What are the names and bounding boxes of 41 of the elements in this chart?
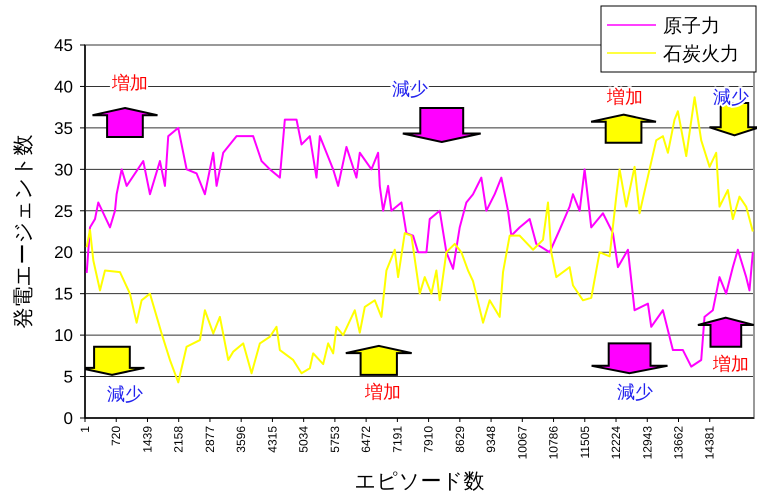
annotation: 減少 bbox=[107, 384, 143, 404]
annotation: 増加 bbox=[364, 382, 401, 402]
x-tick-label: 1 bbox=[78, 426, 92, 433]
x-tick-label: 14381 bbox=[702, 426, 717, 460]
x-tick-label: 2877 bbox=[202, 426, 217, 453]
x-tick-label: 720 bbox=[109, 426, 124, 446]
x-tick-label: 9348 bbox=[484, 426, 498, 453]
y-tick-label: 25 bbox=[54, 202, 73, 221]
x-tick-label: 8629 bbox=[452, 426, 467, 453]
x-tick-label: 10786 bbox=[546, 426, 561, 460]
x-tick-label: 13662 bbox=[671, 426, 686, 460]
y-tick-label: 40 bbox=[54, 77, 73, 96]
x-tick-label: 2158 bbox=[172, 426, 186, 453]
annotation: 増加 bbox=[606, 87, 643, 107]
x-tick-label: 6472 bbox=[359, 426, 374, 453]
legend-label: 原子力 bbox=[663, 16, 720, 37]
x-tick-label: 3596 bbox=[234, 426, 248, 453]
x-tick-label: 7191 bbox=[390, 426, 404, 453]
x-tick-label: 12224 bbox=[609, 426, 624, 460]
y-tick-label: 35 bbox=[54, 118, 73, 138]
x-tick-label: 4315 bbox=[265, 426, 280, 453]
annotation: 減少 bbox=[617, 382, 653, 402]
y-tick-label: 0 bbox=[64, 409, 73, 428]
y-axis-title: 発電エージェント数 bbox=[12, 134, 35, 328]
y-tick-label: 10 bbox=[54, 326, 73, 346]
x-axis-title: エピソード数 bbox=[354, 470, 484, 493]
x-tick-label: 12943 bbox=[640, 426, 654, 460]
y-tick-label: 30 bbox=[54, 160, 73, 180]
y-tick-label: 20 bbox=[54, 243, 73, 262]
y-tick-label: 5 bbox=[64, 368, 73, 387]
legend-label: 石炭火力 bbox=[663, 44, 739, 65]
annotation: 増加 bbox=[712, 354, 749, 374]
x-tick-label: 10067 bbox=[515, 426, 530, 460]
x-tick-label: 7910 bbox=[422, 426, 436, 453]
x-tick-label: 5753 bbox=[328, 426, 342, 453]
x-tick-label: 5034 bbox=[296, 426, 311, 453]
x-tick-label: 11505 bbox=[578, 426, 592, 458]
x-tick-label: 1439 bbox=[140, 426, 154, 453]
y-tick-label: 45 bbox=[54, 36, 73, 55]
annotation: 減少 bbox=[713, 87, 749, 107]
y-tick-label: 15 bbox=[54, 284, 73, 304]
